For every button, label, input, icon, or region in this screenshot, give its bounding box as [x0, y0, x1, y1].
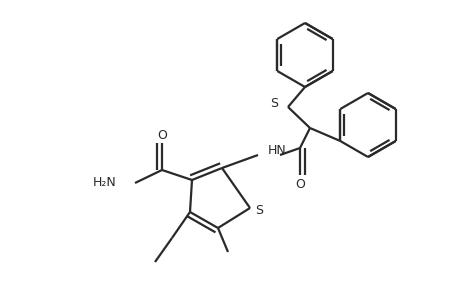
- Text: O: O: [294, 178, 304, 191]
- Text: HN: HN: [268, 143, 286, 157]
- Text: H₂N: H₂N: [93, 176, 117, 190]
- Text: S: S: [269, 97, 277, 110]
- Text: S: S: [254, 205, 263, 218]
- Text: O: O: [157, 128, 167, 142]
